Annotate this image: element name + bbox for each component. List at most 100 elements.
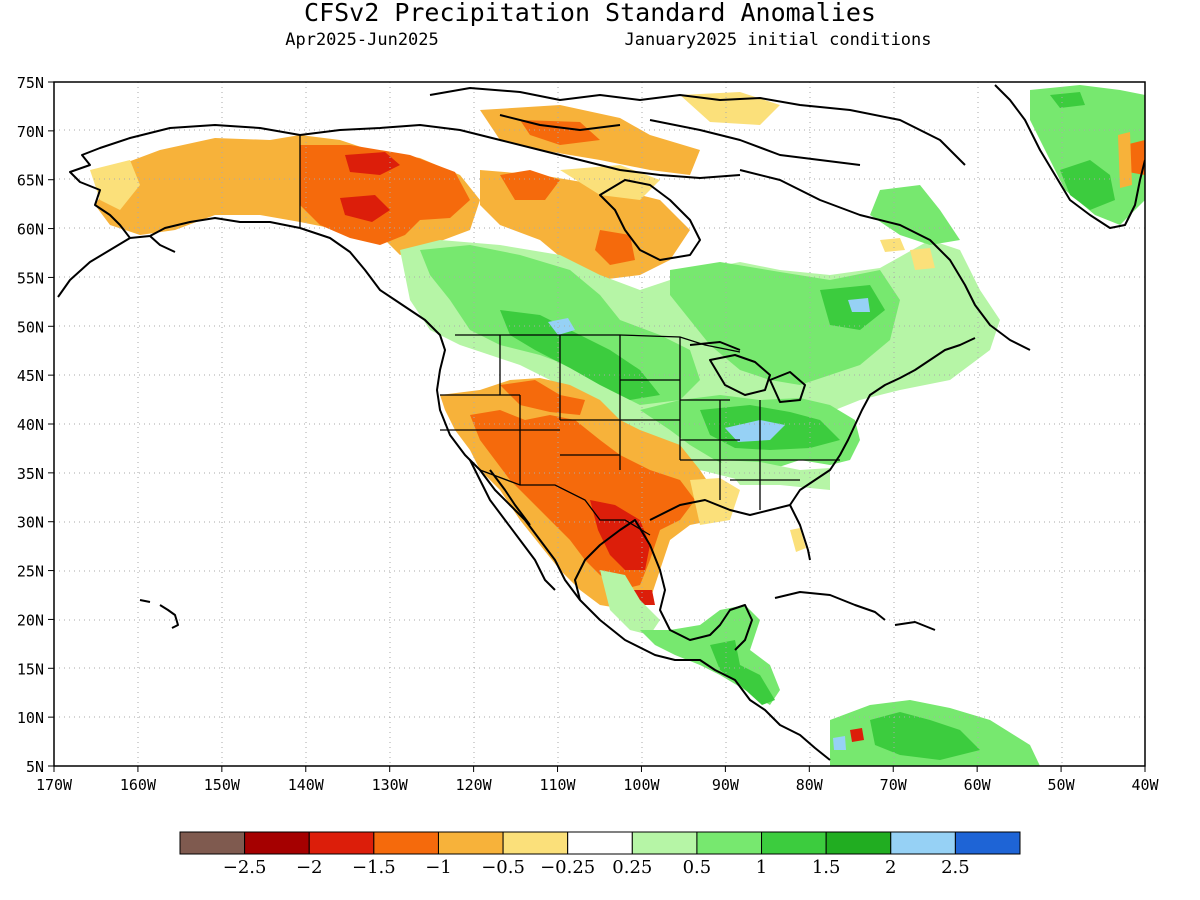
coastline-greenland bbox=[994, 84, 1145, 229]
figure-title: CFSv2 Precipitation Standard Anomalies bbox=[304, 0, 876, 27]
coastline-gulf-of-mexico bbox=[574, 499, 811, 651]
latitude-label: 40N bbox=[17, 416, 44, 434]
colorbar-swatch bbox=[567, 831, 633, 855]
latitude-label: 50N bbox=[17, 318, 44, 336]
latitude-label: 60N bbox=[17, 221, 44, 239]
anomaly-region-prairies-blue bbox=[548, 318, 575, 335]
longitude-label: 140W bbox=[288, 776, 325, 794]
anomaly-region-northern-canada-core bbox=[500, 170, 635, 265]
colorbar-tick-label: 1.5 bbox=[812, 857, 841, 878]
colorbar-swatch bbox=[502, 831, 569, 855]
colorbar-swatch bbox=[825, 831, 892, 855]
colorbar-swatch bbox=[179, 831, 246, 855]
colorbar-tick-label: −0.25 bbox=[540, 857, 595, 878]
coastline-labrador bbox=[739, 169, 1031, 351]
anomaly-region-greenland-dry-edge bbox=[1118, 132, 1132, 188]
longitude-label: 40W bbox=[1131, 776, 1159, 794]
coastline-arctic bbox=[299, 124, 741, 179]
latitude-labels: 75N 70N 65N 60N 55N 50N 45N 40N 35N 30N 25N 20N 15N 1… bbox=[17, 74, 54, 776]
longitude-label: 90W bbox=[712, 776, 740, 794]
latitude-label: 5N bbox=[26, 758, 44, 776]
colorbar-swatch bbox=[954, 831, 1021, 855]
longitude-label: 170W bbox=[36, 776, 73, 794]
colorbar-swatch bbox=[308, 831, 375, 855]
anomaly-region-greenland-core bbox=[1050, 92, 1115, 210]
latitude-label: 25N bbox=[17, 563, 44, 581]
coastline-hispaniola bbox=[894, 621, 936, 631]
coastline-alaska bbox=[69, 124, 301, 239]
anomaly-region-quebec-blue bbox=[848, 298, 870, 312]
anomaly-region-hudson-west bbox=[560, 165, 660, 200]
longitude-label: 80W bbox=[796, 776, 824, 794]
colorbar: −2.5 −2 −1.5 −1 −0.5 −0.25 0.25 0.5 1 1.5 2 2.5 bbox=[179, 831, 1021, 878]
anomaly-region-southeast-light bbox=[720, 460, 830, 490]
longitude-label: 50W bbox=[1048, 776, 1076, 794]
colorbar-tick-label: 2 bbox=[885, 857, 896, 878]
latitude-label: 15N bbox=[17, 660, 44, 678]
border-us-states bbox=[440, 335, 840, 510]
anomaly-region-greenland-yellow bbox=[680, 92, 780, 125]
colorbar-tick-label: 0.5 bbox=[683, 857, 712, 878]
colorbar-tick-label: 0.25 bbox=[612, 857, 652, 878]
colorbar-swatch bbox=[437, 831, 504, 855]
colorbar-swatch bbox=[631, 831, 698, 855]
latitude-label: 10N bbox=[17, 709, 44, 727]
anomaly-region-mexico-light bbox=[600, 570, 660, 635]
latitude-label: 75N bbox=[17, 74, 44, 92]
longitude-label: 70W bbox=[880, 776, 908, 794]
longitude-label: 160W bbox=[120, 776, 157, 794]
longitude-label: 120W bbox=[456, 776, 493, 794]
anomaly-region-south-america-red bbox=[850, 728, 864, 742]
anomaly-region-ohio-blue bbox=[725, 420, 785, 442]
latitude-label: 35N bbox=[17, 465, 44, 483]
anomaly-region-yukon-strong bbox=[340, 152, 400, 222]
coastline-hudson-bay bbox=[599, 179, 701, 261]
latitude-label: 70N bbox=[17, 123, 44, 141]
colorbar-swatch bbox=[244, 831, 310, 855]
coastline-baja bbox=[469, 459, 556, 591]
latitude-label: 30N bbox=[17, 514, 44, 532]
colorbar-tick-label: −1.5 bbox=[352, 857, 396, 878]
anomaly-shading bbox=[90, 85, 1145, 766]
anomaly-region-south-america-blue bbox=[833, 736, 846, 750]
anomaly-region-central-america-core bbox=[710, 640, 775, 705]
colorbar-swatch bbox=[696, 831, 763, 855]
coastline-arctic-islands bbox=[429, 87, 966, 166]
colorbar-swatch bbox=[373, 831, 439, 855]
colorbar-tick-label: −2.5 bbox=[223, 857, 267, 878]
coastline-east-coast bbox=[789, 337, 976, 506]
anomaly-region-yukon-core bbox=[300, 145, 470, 245]
coastline-alaska-peninsula bbox=[57, 235, 176, 298]
latitude-label: 65N bbox=[17, 172, 44, 190]
colorbar-tick-label: 1 bbox=[756, 857, 767, 878]
figure-subtitle-initial-conditions: January2025 initial conditions bbox=[624, 30, 931, 50]
colorbar-tick-label: 2.5 bbox=[941, 857, 970, 878]
longitude-labels: 170W 160W 150W 140W 130W 120W 110W 100W 90W 80W 70… bbox=[36, 766, 1160, 794]
latitude-label: 45N bbox=[17, 367, 44, 385]
latitude-label: 55N bbox=[17, 269, 44, 287]
map-plot-area bbox=[54, 82, 1145, 766]
coastline-cuba bbox=[774, 591, 886, 621]
longitude-label: 60W bbox=[964, 776, 992, 794]
longitude-label: 150W bbox=[204, 776, 241, 794]
latitude-label: 20N bbox=[17, 611, 44, 629]
anomaly-region-texas-mexico bbox=[590, 500, 650, 570]
anomaly-region-arctic-islands-core bbox=[520, 120, 600, 145]
political-borders bbox=[299, 135, 840, 536]
anomaly-region-greenland bbox=[1030, 85, 1145, 225]
colorbar-tick-label: −1 bbox=[425, 857, 452, 878]
figure-subtitle-period: Apr2025-Jun2025 bbox=[285, 30, 439, 50]
colorbar-swatch bbox=[890, 831, 956, 855]
anomaly-region-alaska-light bbox=[90, 160, 140, 210]
anomaly-region-gulf-coast bbox=[690, 478, 740, 525]
longitude-label: 100W bbox=[623, 776, 660, 794]
anomaly-region-labrador bbox=[870, 185, 960, 245]
colorbar-tick-label: −0.5 bbox=[481, 857, 525, 878]
anomaly-region-labrador-dry bbox=[880, 238, 935, 270]
coastline-hawaii bbox=[139, 599, 179, 629]
anomaly-region-great-basin bbox=[500, 380, 585, 415]
colorbar-swatch bbox=[761, 831, 827, 855]
coastline-pacific-northwest bbox=[299, 227, 831, 761]
anomaly-region-florida bbox=[790, 528, 806, 552]
